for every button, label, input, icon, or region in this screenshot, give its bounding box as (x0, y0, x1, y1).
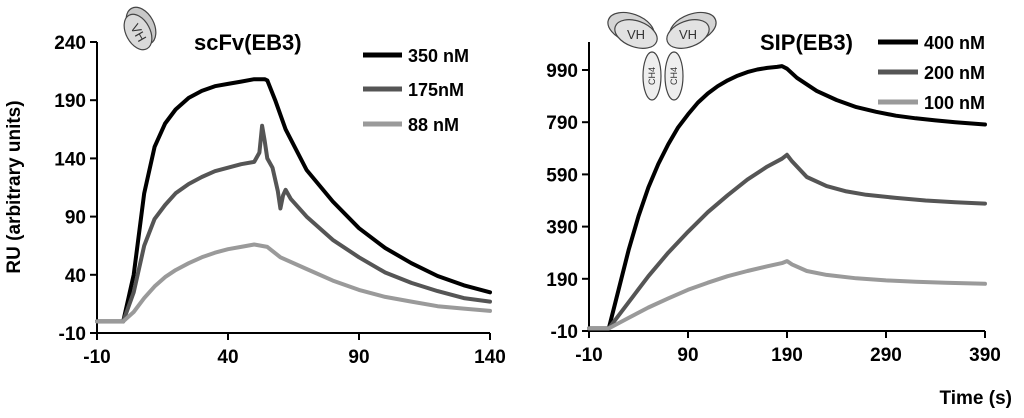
legend-label-350nm: 350 nM (408, 46, 469, 66)
left-y-tick-label: 90 (65, 208, 86, 229)
left-series (95, 77, 492, 324)
left-y-tick-label: 40 (65, 266, 86, 287)
left-y-ticks: -10 40 90 140 190 240 (54, 33, 97, 345)
left-x-ticks: -10 40 90 140 (83, 333, 506, 368)
right-y-tick-label: 990 (546, 61, 578, 82)
left-series-line-350nm (95, 77, 492, 324)
left-y-tick-label: 240 (54, 33, 86, 54)
ch4-left-icon-label: CH4 (647, 67, 657, 85)
right-x-axis-label: Time (s) (939, 388, 1012, 409)
right-y-tick-label: 590 (546, 165, 578, 186)
vh-left-icon-label: VH (627, 27, 645, 42)
vh-right-icon-label: VH (679, 27, 697, 42)
left-y-tick-label: 190 (54, 91, 86, 112)
left-legend: 350 nM 175nM 88 nM (363, 46, 469, 135)
left-x-tick-label: 140 (474, 347, 506, 368)
right-chart-title: SIP(EB3) (760, 30, 853, 55)
right-x-tick-label: -10 (575, 345, 602, 366)
right-series (587, 64, 987, 331)
right-y-ticks: -10 190 390 590 790 990 (546, 61, 589, 343)
ch4-right-icon-label: CH4 (669, 67, 679, 85)
left-y-tick-label: -10 (59, 324, 86, 345)
left-x-tick-label: 40 (217, 347, 238, 368)
right-x-tick-label: 290 (870, 345, 902, 366)
legend-label-200nm: 200 nM (924, 63, 985, 83)
right-y-tick-label: -10 (551, 322, 578, 343)
right-x-tick-label: 390 (969, 345, 1001, 366)
right-series-line-400nm (587, 64, 987, 331)
left-series-line-88nm (95, 242, 492, 324)
right-x-ticks: -10 90 190 290 390 (575, 331, 1001, 366)
vh-domain-icon: VH (123, 6, 157, 51)
right-y-tick-label: 790 (546, 113, 578, 134)
legend-label-175nm: 175nM (408, 80, 464, 100)
left-series-line-175nm (95, 123, 492, 324)
legend-label-88nm: 88 nM (408, 115, 459, 135)
right-x-tick-label: 90 (677, 345, 698, 366)
right-series-line-200nm (587, 152, 987, 331)
left-x-tick-label: 90 (348, 347, 369, 368)
right-x-tick-label: 190 (771, 345, 803, 366)
chart-right: -10 190 390 590 790 990 -10 90 190 290 390 SIP(EB… (546, 11, 1012, 409)
sip-antibody-icon: VH VH CH4 CH4 (607, 11, 717, 101)
right-y-tick-label: 190 (546, 270, 578, 291)
chart-left: -10 40 90 140 190 240 -10 40 90 140 RU (arbitrar… (4, 6, 506, 368)
right-series-line-100nm (587, 259, 987, 331)
legend-label-400nm: 400 nM (924, 33, 985, 53)
left-chart-title: scFv(EB3) (194, 30, 302, 55)
left-y-tick-label: 140 (54, 149, 86, 170)
left-y-axis-label: RU (arbitrary units) (4, 100, 25, 273)
right-legend: 400 nM 200 nM 100 nM (878, 33, 985, 113)
right-y-tick-label: 390 (546, 218, 578, 239)
legend-label-100nm: 100 nM (924, 93, 985, 113)
left-x-tick-label: -10 (83, 347, 110, 368)
